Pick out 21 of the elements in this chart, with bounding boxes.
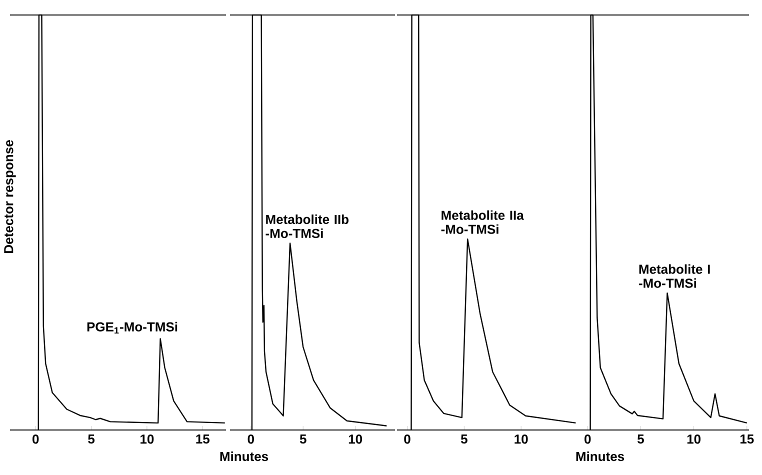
x-tick-label: 0 — [32, 434, 39, 444]
x-tick-label: 0 — [404, 434, 410, 444]
x-tick-label: 15 — [740, 434, 754, 444]
x-tick-label: 0 — [248, 434, 254, 444]
x-tick-label: 10 — [687, 434, 700, 444]
x-tick-label: 5 — [300, 434, 306, 444]
annotation: PGE$_{1}$-Mo-TMSi — [87, 322, 178, 334]
x-tick-label: 5 — [638, 434, 644, 444]
annotation: Metabolite I -Mo-TMSi — [638, 264, 710, 288]
x-axis-title: Minutes — [220, 452, 268, 462]
x-tick-label: 10 — [514, 434, 528, 444]
y-axis-title: Detector response — [4, 140, 16, 253]
x-tick-label: 15 — [196, 434, 210, 444]
x-tick-label: 5 — [88, 434, 95, 444]
annotation: Metabolite IIa -Mo-TMSi — [441, 210, 524, 234]
annotation: Metabolite IIb -Mo-TMSi — [266, 214, 348, 238]
x-tick-label: 0 — [584, 434, 591, 444]
x-tick-label: 5 — [460, 434, 468, 444]
x-axis-title: Minutes — [576, 452, 624, 462]
x-tick-label: 10 — [348, 434, 362, 444]
x-tick-label: 10 — [140, 434, 154, 444]
